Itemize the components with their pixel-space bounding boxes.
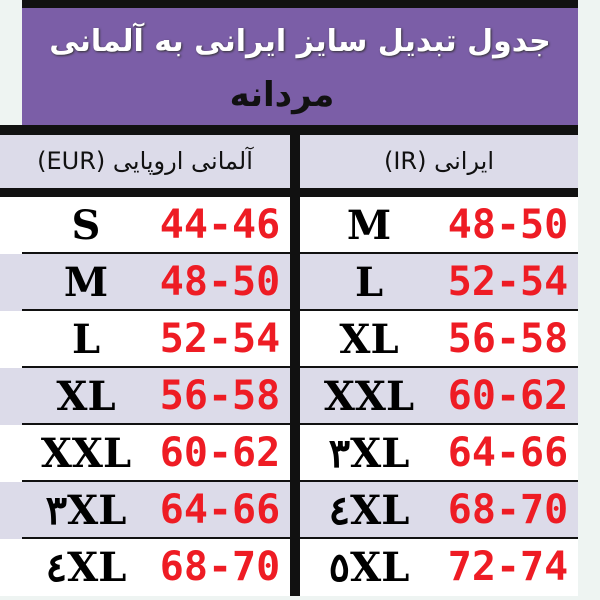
eur-size: L [71, 316, 101, 363]
eur-range: 64-66 [159, 487, 281, 533]
eur-size: S [71, 202, 101, 249]
eur-range: 60-62 [159, 430, 281, 476]
divider [0, 188, 578, 197]
column-divider [290, 368, 300, 425]
eur-size: ۳XL [45, 487, 127, 534]
row-margin [0, 425, 22, 482]
header-ir: ایرانی (IR) [383, 147, 495, 175]
table-row: XXL 60-62 ۳XL 64-66 [0, 425, 578, 484]
ir-range: 72-74 [447, 544, 569, 590]
row-margin [0, 539, 22, 596]
column-divider [290, 482, 300, 539]
ir-size: XL [339, 316, 399, 363]
ir-size: ٤XL [328, 487, 410, 534]
table-row: ٤XL 68-70 ٥XL 72-74 [0, 539, 578, 596]
header-row: آلمانی اروپایی (EUR) ایرانی (IR) [0, 135, 578, 188]
eur-range: 44-46 [159, 202, 281, 248]
column-divider [290, 254, 300, 311]
eur-range: 56-58 [159, 373, 281, 419]
ir-range: 52-54 [447, 259, 569, 305]
ir-range: 64-66 [447, 430, 569, 476]
ir-range: 48-50 [447, 202, 569, 248]
eur-range: 68-70 [159, 544, 281, 590]
column-divider [290, 197, 300, 254]
table-subtitle: مردانه [229, 75, 335, 115]
column-divider [290, 539, 300, 596]
eur-size: M [63, 259, 109, 306]
table-row: ۳XL 64-66 ٤XL 68-70 [0, 482, 578, 541]
row-margin [0, 254, 22, 311]
ir-range: 60-62 [447, 373, 569, 419]
table-title: جدول تبدیل سایز ایرانی به آلمانی [49, 24, 551, 59]
ir-range: 56-58 [447, 316, 569, 362]
ir-size: L [354, 259, 384, 306]
row-margin [0, 368, 22, 425]
column-divider [290, 425, 300, 482]
ir-size: ٥XL [328, 544, 410, 591]
ir-size: M [346, 202, 392, 249]
table-row: XL 56-58 XXL 60-62 [0, 368, 578, 427]
eur-range: 52-54 [159, 316, 281, 362]
header-eur: آلمانی اروپایی (EUR) [37, 147, 253, 175]
table-row: M 48-50 L 52-54 [0, 254, 578, 313]
eur-size: ٤XL [45, 544, 127, 591]
divider [0, 125, 578, 135]
row-margin [0, 197, 22, 254]
eur-size: XL [56, 373, 116, 420]
column-divider [290, 311, 300, 368]
top-border [22, 0, 578, 8]
ir-range: 68-70 [447, 487, 569, 533]
header-divider [290, 135, 300, 188]
table-row: L 52-54 XL 56-58 [0, 311, 578, 370]
table-row: S 44-46 M 48-50 [0, 197, 578, 256]
eur-range: 48-50 [159, 259, 281, 305]
ir-size: XXL [323, 373, 415, 420]
title-banner: جدول تبدیل سایز ایرانی به آلمانی مردانه [22, 8, 578, 125]
eur-size: XXL [40, 430, 132, 477]
row-margin [0, 311, 22, 368]
row-margin [0, 482, 22, 539]
ir-size: ۳XL [328, 430, 410, 477]
